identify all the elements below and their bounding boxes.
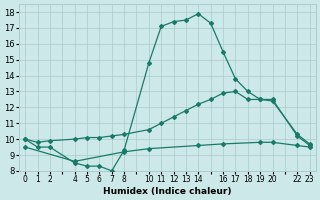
X-axis label: Humidex (Indice chaleur): Humidex (Indice chaleur) [103, 187, 232, 196]
